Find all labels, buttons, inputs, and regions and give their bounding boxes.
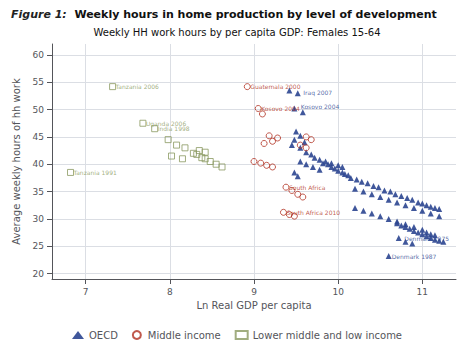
svg-text:Weekly HH work hours by per ca: Weekly HH work hours by per capita GDP: … <box>93 27 380 38</box>
svg-text:25: 25 <box>33 241 44 251</box>
svg-text:Denmark 1987: Denmark 1987 <box>392 253 437 260</box>
svg-text:20: 20 <box>33 269 45 279</box>
svg-text:India 1998: India 1998 <box>158 125 190 132</box>
svg-text:60: 60 <box>33 50 45 60</box>
svg-text:Lower middle and low income: Lower middle and low income <box>253 330 402 341</box>
svg-text:South Africa: South Africa <box>289 184 326 191</box>
svg-text:45: 45 <box>33 132 44 142</box>
svg-text:10: 10 <box>332 287 344 297</box>
svg-text:Figure 1:: Figure 1: <box>11 8 67 21</box>
svg-text:30: 30 <box>33 214 45 224</box>
svg-text:50: 50 <box>33 105 45 115</box>
svg-text:7: 7 <box>83 287 89 297</box>
svg-text:Tanzania 2006: Tanzania 2006 <box>115 83 159 90</box>
svg-text:8: 8 <box>167 287 173 297</box>
svg-text:OECD: OECD <box>89 330 118 341</box>
svg-text:Kosovo 2004: Kosovo 2004 <box>301 103 340 110</box>
svg-text:40: 40 <box>33 159 45 169</box>
svg-text:Iraq 2007: Iraq 2007 <box>303 89 332 97</box>
svg-text:Kosovo 2004: Kosovo 2004 <box>261 105 300 112</box>
svg-text:South Africa 2010: South Africa 2010 <box>286 209 340 216</box>
svg-text:Middle income: Middle income <box>148 330 221 341</box>
svg-text:Average weekly hours of hh wor: Average weekly hours of hh work <box>11 78 22 245</box>
svg-text:Denmark 1975: Denmark 1975 <box>404 235 449 242</box>
svg-text:9: 9 <box>251 287 257 297</box>
svg-text:35: 35 <box>33 187 44 197</box>
svg-text:Uganda 2006: Uganda 2006 <box>145 119 187 127</box>
svg-text:11: 11 <box>417 287 428 297</box>
svg-text:Weekly hours in home productio: Weekly hours in home production by level… <box>67 8 437 21</box>
svg-text:55: 55 <box>33 77 44 87</box>
svg-text:Guatemala 2000: Guatemala 2000 <box>250 83 300 90</box>
svg-text:Tanzania 1991: Tanzania 1991 <box>73 169 117 176</box>
svg-text:Ln Real GDP per capita: Ln Real GDP per capita <box>196 300 311 311</box>
